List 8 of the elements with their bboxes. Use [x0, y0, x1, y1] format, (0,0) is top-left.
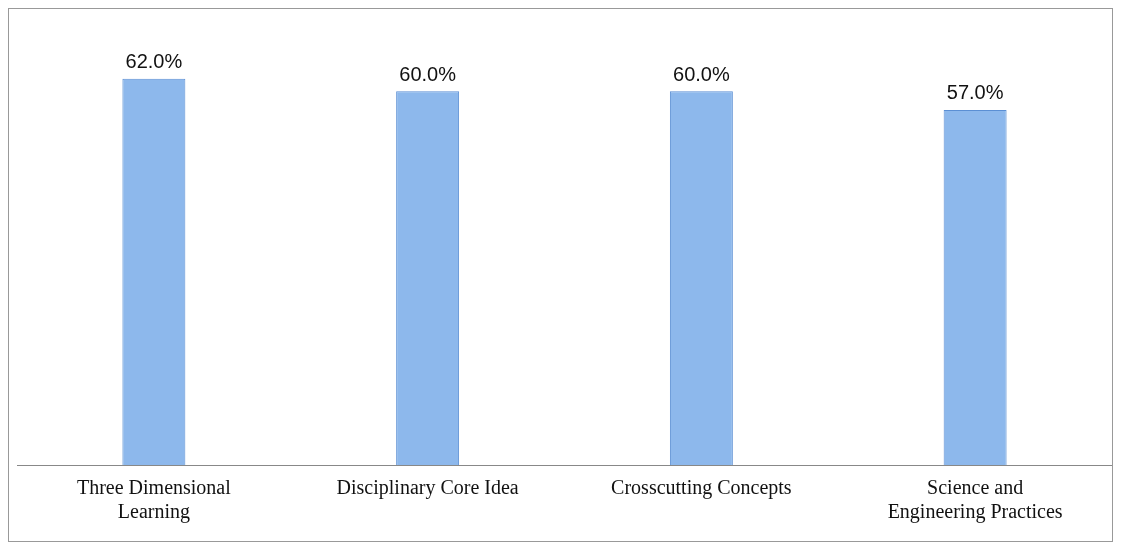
data-label: 60.0% [673, 62, 730, 85]
data-label: 62.0% [125, 50, 183, 73]
data-label: 60.0% [399, 62, 457, 85]
x-tick-label: Disciplinary Core Idea [336, 476, 519, 500]
x-tick-label: Crosscutting Concepts [611, 476, 792, 500]
x-tick-label: Science and Engineering Practices [887, 476, 1063, 524]
x-tick-label: Three Dimensional Learning [76, 476, 232, 524]
data-label: 57.0% [946, 81, 1004, 104]
